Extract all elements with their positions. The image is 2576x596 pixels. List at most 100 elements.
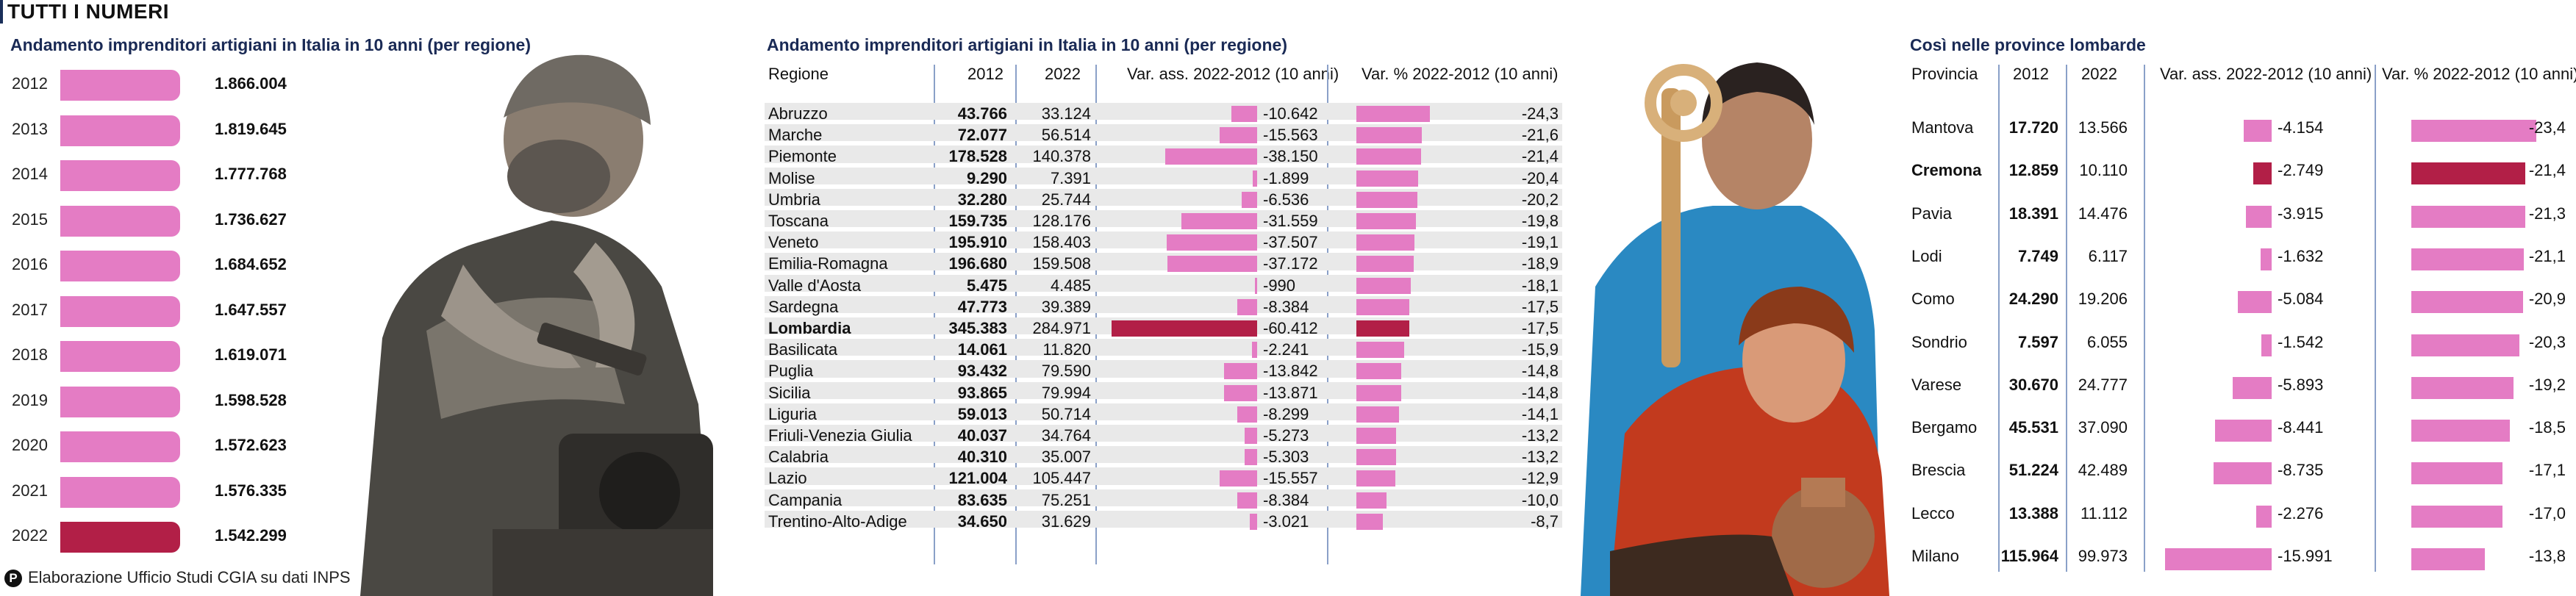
row-background (934, 167, 1015, 184)
row-background (765, 103, 934, 121)
row-value-2022: 7.391 (1050, 168, 1091, 187)
pct-change-label: -21,3 (2528, 204, 2566, 223)
pct-change-label: -17,0 (2528, 503, 2566, 523)
pct-change-label: -12,9 (1521, 469, 1559, 488)
row-name: Pavia (1911, 204, 1953, 223)
abs-change-bar (1164, 148, 1257, 165)
column-divider (1095, 65, 1097, 564)
row-value-2022: 25.744 (1041, 190, 1091, 209)
pct-change-bar (1356, 449, 1397, 466)
row-background (1015, 253, 1095, 270)
abs-change-label: -10.642 (1263, 104, 1318, 123)
pct-change-label: -15,9 (1521, 340, 1559, 359)
pct-change-bar (2411, 505, 2502, 528)
row-background (765, 295, 934, 313)
row-value-2012: 17.720 (2008, 118, 2058, 137)
abs-change-label: -5.893 (2278, 375, 2324, 394)
pct-change-label: -18,1 (1521, 276, 1559, 295)
row-background (934, 231, 1015, 249)
pct-change-bar (1356, 148, 1422, 165)
row-background (1095, 295, 1327, 313)
abs-change-label: -8.384 (1263, 490, 1309, 509)
pct-change-bar (1356, 320, 1410, 337)
row-value-2022: 35.007 (1041, 448, 1091, 467)
year-value-label: 1.598.528 (215, 390, 287, 409)
row-background (934, 253, 1015, 270)
row-value-2022: 24.777 (2078, 375, 2128, 394)
row-value-2012: 345.383 (948, 319, 1007, 337)
year-bar (60, 431, 180, 462)
row-name: Sicilia (768, 383, 811, 402)
pct-change-bar (1356, 234, 1414, 251)
row-background (1015, 188, 1095, 206)
abs-change-label: -60.412 (1263, 319, 1318, 337)
year-value-label: 1.866.004 (215, 74, 287, 93)
row-background (934, 124, 1015, 142)
year-bar (60, 386, 180, 417)
row-value-2022: 50.714 (1041, 404, 1091, 423)
row-background (1015, 339, 1095, 356)
pct-change-bar (1356, 298, 1410, 315)
column-divider (1998, 65, 2000, 572)
pct-change-label: -21,4 (2528, 161, 2566, 180)
row-background (1015, 274, 1095, 292)
abs-change-label: -990 (1263, 276, 1296, 295)
row-value-2022: 6.055 (2086, 332, 2128, 351)
craftspeople-photo (1581, 62, 1889, 596)
row-value-2012: 40.310 (957, 448, 1007, 467)
pct-change-label: -13,8 (2528, 547, 2566, 565)
abs-change-bar (1219, 127, 1257, 144)
year-value-label: 1.777.768 (215, 165, 287, 183)
row-value-2022: 79.590 (1041, 362, 1091, 381)
pct-change-label: -18,5 (2528, 418, 2566, 437)
abs-change-label: -1.542 (2278, 332, 2324, 351)
row-value-2022: 159.508 (1032, 254, 1091, 273)
abs-change-bar (1241, 191, 1257, 208)
row-name: Sardegna (768, 297, 839, 316)
abs-change-bar (2261, 334, 2272, 356)
pct-change-bar (1356, 384, 1401, 401)
abs-change-label: -8.384 (1263, 297, 1309, 316)
row-name: Basilicata (768, 340, 838, 359)
row-value-2022: 79.994 (1041, 383, 1091, 402)
pct-change-label: -20,9 (2528, 290, 2566, 309)
year-label: 2012 (12, 74, 48, 93)
row-name: Emilia-Romagna (768, 254, 888, 273)
pct-change-bar (1356, 191, 1418, 208)
pct-change-bar (1356, 513, 1383, 530)
abs-change-bar (1220, 470, 1257, 487)
row-name: Marche (768, 126, 823, 145)
year-bar (60, 205, 180, 237)
abs-change-bar (1167, 234, 1257, 251)
row-background (765, 124, 934, 142)
row-background (765, 274, 934, 292)
pct-change-bar (1356, 127, 1422, 144)
column-header: Var. % 2022-2012 (10 anni) (2382, 65, 2576, 83)
abs-change-bar (1167, 256, 1257, 273)
pct-change-bar (1356, 363, 1401, 380)
row-background (1015, 317, 1095, 335)
row-value-2012: 195.910 (948, 233, 1007, 252)
row-background (934, 188, 1015, 206)
row-value-2022: 99.973 (2078, 547, 2128, 565)
abs-change-bar (1223, 384, 1257, 401)
row-value-2022: 11.820 (1042, 340, 1091, 359)
pct-change-label: -23,4 (2528, 118, 2566, 137)
row-name: Varese (1911, 375, 1962, 394)
pct-change-bar (2411, 376, 2514, 399)
row-background (934, 103, 1015, 121)
column-divider (2375, 65, 2376, 572)
row-value-2012: 40.037 (957, 426, 1007, 445)
pct-change-bar (1356, 277, 1412, 294)
row-value-2012: 121.004 (948, 469, 1007, 488)
row-background (765, 146, 934, 163)
row-background (1095, 381, 1327, 399)
row-value-2012: 12.859 (2008, 161, 2058, 180)
pct-change-label: -8,7 (1531, 511, 1559, 531)
row-background (765, 167, 934, 184)
row-background (765, 489, 934, 506)
year-bar (60, 522, 180, 553)
row-name: Milano (1911, 547, 1959, 565)
abs-change-label: -15.563 (1263, 126, 1318, 145)
abs-change-label: -15.991 (2278, 547, 2333, 565)
